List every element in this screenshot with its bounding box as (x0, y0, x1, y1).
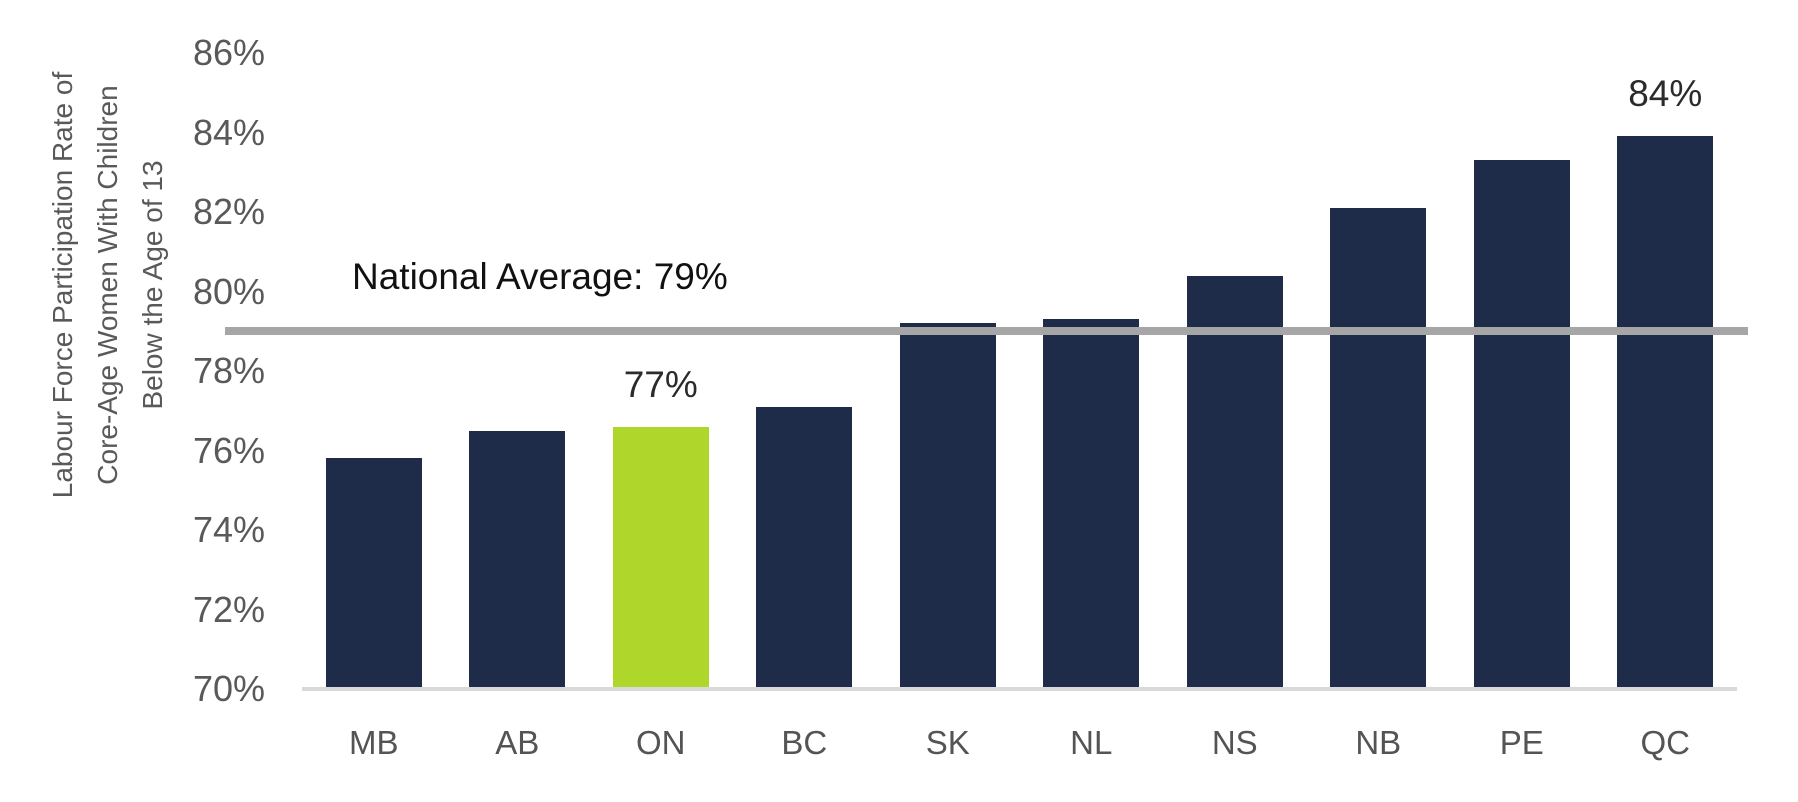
y-axis-title-line-1: Labour Force Participation Rate of (46, 71, 78, 499)
bar-on (612, 426, 709, 689)
x-label-ns: NS (1211, 724, 1258, 761)
national-average-label: National Average: 79% (352, 256, 728, 297)
y-tick-label-80pct: 80% (192, 270, 265, 312)
y-tick-label-78pct: 78% (192, 350, 265, 391)
y-tick-label-76pct: 76% (192, 429, 265, 471)
y-axis-title: Labour Force Participation Rate of Core-… (41, 72, 175, 498)
x-axis-line (302, 687, 1737, 691)
bar-nl (1043, 319, 1140, 689)
x-label-on: ON (636, 724, 686, 761)
bar-pe (1473, 160, 1570, 689)
x-label-nb: NB (1355, 724, 1402, 761)
x-label-ab: AB (495, 724, 540, 761)
y-tick-label-74pct: 74% (192, 509, 265, 550)
y-tick-label-82pct: 82% (192, 191, 265, 232)
x-label-sk: SK (925, 724, 970, 761)
x-label-mb: MB (349, 724, 399, 761)
national-average-line (225, 327, 1748, 336)
y-axis-title-line-3: Below the Age of 13 (136, 160, 168, 410)
x-label-bc: BC (781, 724, 828, 761)
bar-sk (899, 323, 996, 689)
y-axis-title-line-2: Core-Age Women With Children (91, 85, 123, 485)
y-tick-label-70pct: 70% (192, 668, 265, 709)
y-tick-label-72pct: 72% (192, 588, 265, 630)
bar-ns (1186, 275, 1283, 689)
bar-bc (756, 406, 853, 689)
bar-ab (469, 430, 566, 689)
bar-value-label-qc: 84% (1628, 73, 1703, 115)
x-label-pe: PE (1499, 724, 1544, 761)
x-label-qc: QC (1640, 724, 1691, 761)
bar-mb (325, 458, 422, 689)
y-tick-label-86pct: 86% (192, 32, 265, 73)
bar-value-label-on: 77% (623, 363, 698, 405)
bar-qc (1617, 136, 1714, 689)
y-tick-label-84pct: 84% (192, 111, 265, 153)
x-label-nl: NL (1070, 724, 1113, 761)
bar-nb (1330, 208, 1427, 689)
